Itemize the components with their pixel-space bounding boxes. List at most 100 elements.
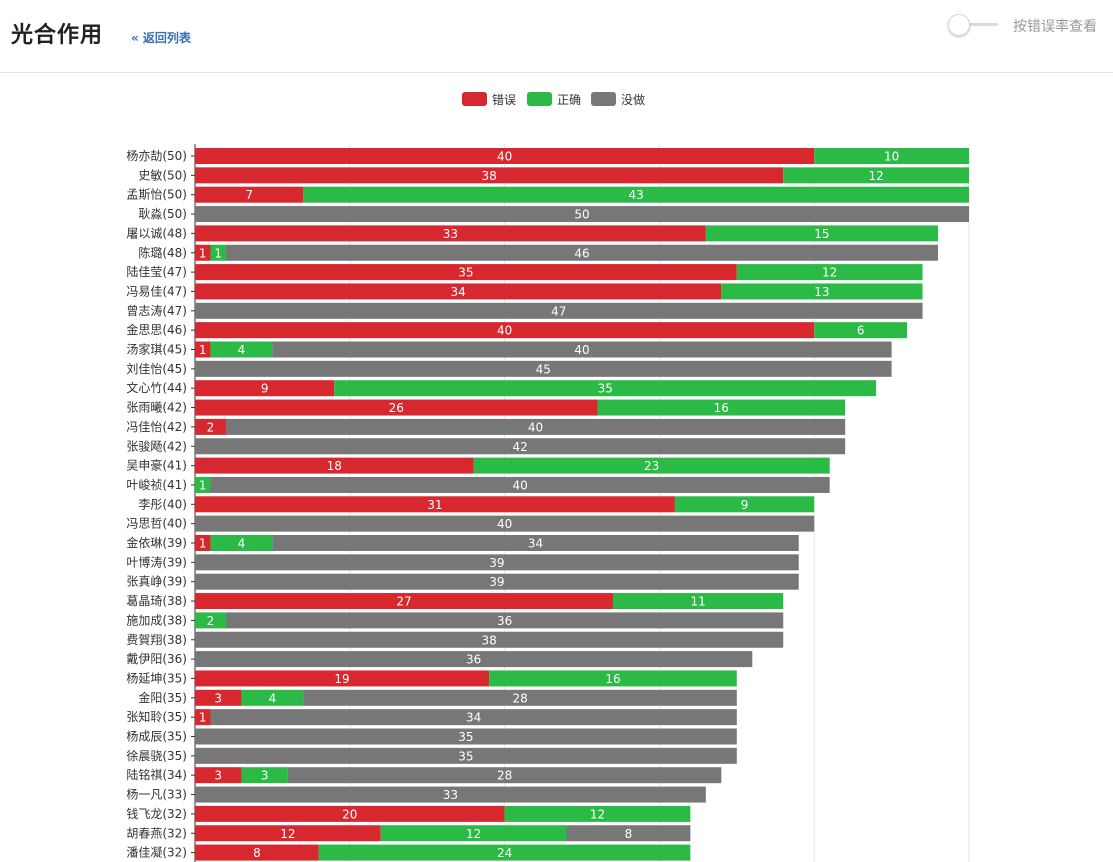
bar-segment-correct[interactable]	[210, 244, 226, 261]
bar-segment-not-done[interactable]	[195, 728, 737, 745]
bar-segment-not-done[interactable]	[195, 360, 892, 377]
bar-segment-correct[interactable]	[736, 264, 923, 281]
bar-segment-correct[interactable]	[195, 612, 226, 629]
bar-segment-correct[interactable]	[489, 670, 737, 687]
bar-segment-not-done[interactable]	[195, 786, 706, 803]
bar-segment-correct[interactable]	[783, 167, 969, 184]
bar-segment-wrong[interactable]	[195, 380, 335, 397]
bar-value-label: 4	[238, 537, 246, 551]
bar-segment-not-done[interactable]	[225, 418, 846, 435]
bar-segment-wrong[interactable]	[195, 399, 598, 416]
bar-segment-not-done[interactable]	[303, 689, 737, 706]
bar-segment-correct[interactable]	[303, 186, 969, 203]
legend-label-not-done: 没做	[621, 93, 646, 107]
bar-segment-wrong[interactable]	[195, 283, 722, 300]
bar-segment-not-done[interactable]	[195, 302, 923, 319]
bar-segment-not-done[interactable]	[195, 651, 753, 668]
bar-segment-not-done[interactable]	[195, 438, 846, 455]
bar-value-label: 42	[512, 440, 527, 454]
bar-segment-not-done[interactable]	[225, 612, 784, 629]
bar-value-label: 1	[199, 478, 207, 492]
bar-segment-not-done[interactable]	[225, 244, 939, 261]
toggle-knob[interactable]	[948, 14, 970, 36]
bar-value-label: 38	[481, 633, 496, 647]
bar-segment-wrong[interactable]	[195, 148, 815, 164]
bar-segment-wrong[interactable]	[195, 535, 211, 551]
bar-value-label: 12	[822, 266, 837, 280]
bar-segment-wrong[interactable]	[195, 670, 490, 687]
bar-segment-wrong[interactable]	[195, 186, 304, 203]
bar-value-label: 4	[269, 691, 277, 705]
row-label: 钱飞龙(32)	[126, 806, 187, 821]
bar-segment-not-done[interactable]	[210, 709, 737, 726]
bar-segment-not-done[interactable]	[195, 515, 815, 532]
bar-segment-wrong[interactable]	[195, 244, 211, 261]
bar-value-label: 40	[497, 517, 512, 531]
bar-segment-correct[interactable]	[705, 225, 939, 242]
bar-segment-correct[interactable]	[318, 844, 691, 861]
bar-segment-wrong[interactable]	[195, 264, 737, 281]
bar-segment-wrong[interactable]	[195, 767, 242, 784]
bar-segment-not-done[interactable]	[272, 535, 799, 551]
row-label: 金思思(46)	[126, 322, 187, 337]
bar-segment-correct[interactable]	[241, 767, 288, 784]
bar-segment-correct[interactable]	[195, 476, 211, 493]
bar-segment-correct[interactable]	[721, 283, 923, 300]
chart-legend: 错误 正确 没做	[0, 90, 1113, 108]
bar-segment-correct[interactable]	[504, 805, 691, 822]
row-label: 张骏飏(42)	[126, 439, 187, 453]
row-label: 李彤(40)	[138, 496, 187, 511]
bar-segment-correct[interactable]	[210, 535, 273, 551]
bar-value-label: 33	[443, 788, 458, 802]
bar-segment-wrong[interactable]	[195, 805, 505, 822]
bar-value-label: 8	[253, 846, 261, 860]
bar-segment-not-done[interactable]	[195, 554, 799, 571]
back-to-list-link[interactable]: « 返回列表	[131, 31, 191, 45]
bar-segment-wrong[interactable]	[195, 844, 319, 861]
bar-segment-correct[interactable]	[814, 322, 908, 339]
bar-segment-correct[interactable]	[210, 341, 273, 358]
bar-segment-wrong[interactable]	[195, 496, 675, 513]
bar-segment-correct[interactable]	[241, 689, 304, 706]
bar-segment-correct[interactable]	[612, 593, 784, 610]
bar-segment-correct[interactable]	[674, 496, 815, 513]
bar-segment-not-done[interactable]	[195, 573, 799, 590]
bar-segment-not-done[interactable]	[566, 825, 691, 842]
bar-segment-wrong[interactable]	[195, 167, 784, 184]
bar-segment-not-done[interactable]	[195, 747, 737, 764]
row-label: 耿淼(50)	[138, 206, 187, 221]
bar-segment-not-done[interactable]	[195, 206, 969, 223]
bar-value-label: 35	[598, 382, 613, 396]
legend-label-correct: 正确	[557, 93, 582, 107]
bar-value-label: 11	[690, 595, 705, 609]
bar-value-label: 18	[327, 459, 342, 473]
bar-segment-not-done[interactable]	[195, 631, 784, 648]
legend-label-wrong: 错误	[492, 93, 517, 107]
bar-segment-wrong[interactable]	[195, 341, 211, 358]
bar-segment-not-done[interactable]	[210, 476, 830, 493]
bar-segment-correct[interactable]	[814, 148, 969, 164]
bar-segment-wrong[interactable]	[195, 225, 706, 242]
bar-segment-correct[interactable]	[380, 825, 567, 842]
bar-value-label: 36	[466, 653, 481, 667]
row-label: 施加成(38)	[126, 613, 187, 627]
row-label: 张雨曦(42)	[126, 401, 187, 415]
bar-segment-wrong[interactable]	[195, 825, 381, 842]
error-rate-toggle-label[interactable]: 按错误率查看	[1013, 19, 1097, 35]
bar-value-label: 9	[261, 382, 269, 396]
bar-segment-wrong[interactable]	[195, 709, 211, 726]
bar-segment-wrong[interactable]	[195, 689, 242, 706]
bar-segment-correct[interactable]	[473, 457, 830, 474]
row-label: 徐晨骁(35)	[126, 748, 187, 763]
bar-value-label: 3	[214, 769, 222, 783]
bar-segment-wrong[interactable]	[195, 593, 613, 610]
bar-segment-wrong[interactable]	[195, 418, 226, 435]
error-rate-toggle[interactable]	[948, 14, 1000, 36]
bar-segment-wrong[interactable]	[195, 322, 815, 339]
bar-segment-not-done[interactable]	[272, 341, 892, 358]
bar-segment-correct[interactable]	[334, 380, 877, 397]
bar-segment-wrong[interactable]	[195, 457, 474, 474]
bar-segment-not-done[interactable]	[287, 767, 722, 784]
bar-value-label: 38	[481, 169, 496, 183]
bar-segment-correct[interactable]	[597, 399, 846, 416]
